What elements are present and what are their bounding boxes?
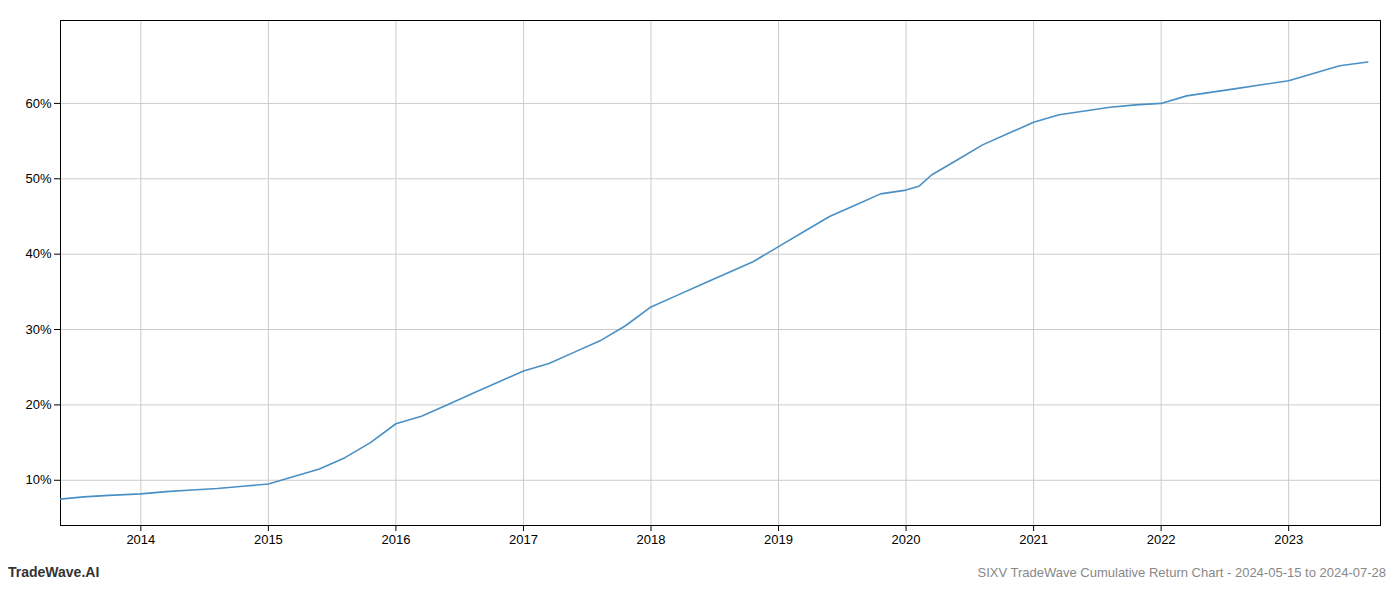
svg-text:50%: 50% bbox=[25, 171, 51, 186]
html-text:SIXV TradeWave Cumulative Retu: SIXV TradeWave Cumulative Return Chart -… bbox=[977, 564, 1386, 580]
html-text:TradeWave.AI: TradeWave.AI bbox=[8, 564, 100, 580]
svg-text:2016: 2016 bbox=[381, 532, 410, 547]
svg-text:2023: 2023 bbox=[1274, 532, 1303, 547]
svg-text:2021: 2021 bbox=[1019, 532, 1048, 547]
svg-text:2014: 2014 bbox=[126, 532, 155, 547]
svg-text:10%: 10% bbox=[25, 472, 51, 487]
svg-text:30%: 30% bbox=[25, 322, 51, 337]
svg-text:2020: 2020 bbox=[892, 532, 921, 547]
svg-text:2017: 2017 bbox=[509, 532, 538, 547]
svg-text:20%: 20% bbox=[25, 397, 51, 412]
svg-text:2018: 2018 bbox=[637, 532, 666, 547]
svg-text:40%: 40% bbox=[25, 246, 51, 261]
svg-text:2015: 2015 bbox=[254, 532, 283, 547]
svg-text:2019: 2019 bbox=[764, 532, 793, 547]
svg-text:2022: 2022 bbox=[1147, 532, 1176, 547]
svg-text:60%: 60% bbox=[25, 96, 51, 111]
